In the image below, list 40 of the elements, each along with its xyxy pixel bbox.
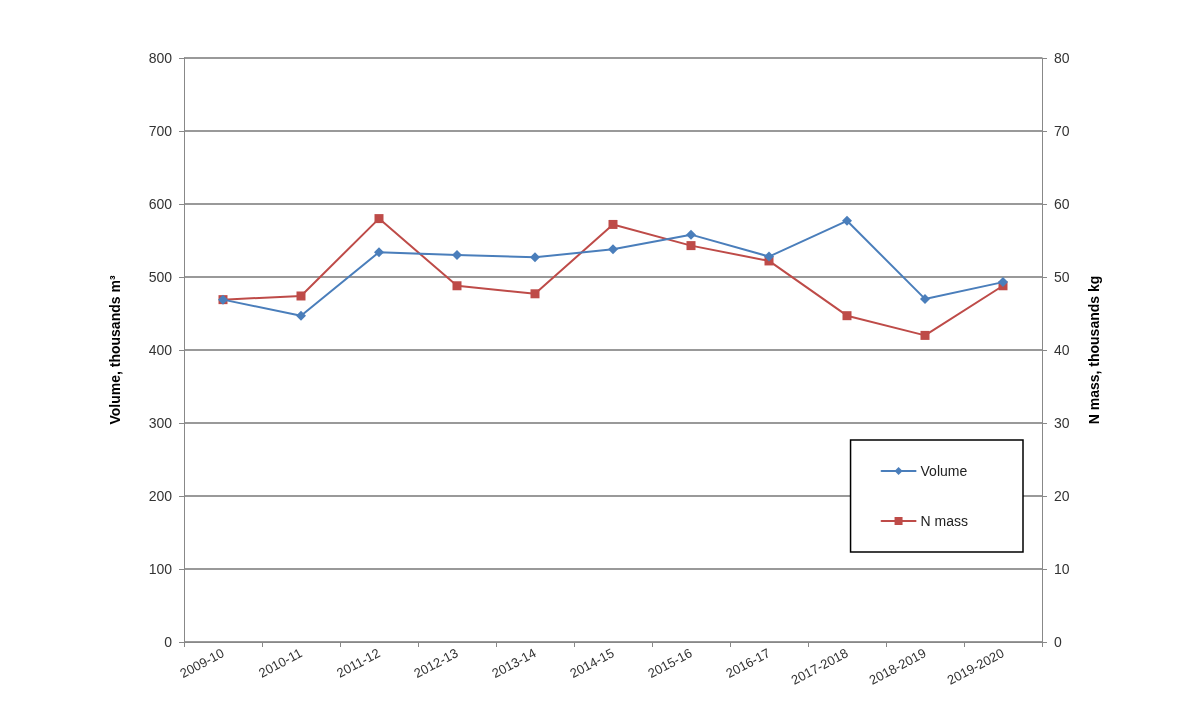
y2-tick-label: 20: [1054, 488, 1070, 504]
y-tick-label: 800: [148, 50, 173, 66]
y2-tick-label: 40: [1054, 342, 1070, 358]
point: [842, 311, 852, 321]
point: [686, 229, 696, 240]
y-axis-title: Volume, thousands m³: [107, 275, 123, 425]
point: [452, 250, 462, 261]
point: [296, 310, 306, 321]
point: [842, 215, 852, 226]
point: [530, 252, 540, 263]
y2-axis-title: N mass, thousands kg: [1086, 275, 1102, 425]
y2-tick-label: 0: [1054, 634, 1062, 650]
point: [452, 281, 462, 291]
y2-tick-label: 10: [1054, 561, 1070, 577]
y-tick-label: 100: [148, 561, 173, 577]
y-tick-label: 600: [148, 196, 173, 212]
y2-tick-label: 80: [1054, 50, 1070, 66]
y2-tick-label: 30: [1054, 415, 1070, 431]
y2-tick-label: 60: [1054, 196, 1070, 212]
y-tick-label: 0: [164, 634, 173, 650]
point: [296, 291, 306, 301]
y-tick-label: 200: [148, 488, 173, 504]
point: [764, 251, 774, 262]
y2-tick-label: 50: [1054, 269, 1070, 285]
point: [998, 277, 1008, 288]
y-tick-label: 400: [148, 342, 173, 358]
point: [920, 293, 930, 304]
y-tick-label: 300: [148, 415, 173, 431]
point: [530, 289, 540, 299]
point: [920, 330, 930, 340]
legend-label: Volume: [920, 463, 968, 479]
y-tick-label: 500: [148, 269, 173, 285]
point: [374, 247, 384, 258]
point: [686, 241, 696, 251]
y-tick-label: 700: [148, 123, 173, 139]
y2-tick-label: 70: [1054, 123, 1070, 139]
legend-label: N mass: [920, 513, 968, 529]
point: [608, 244, 618, 255]
point: [374, 214, 384, 224]
point: [608, 219, 618, 229]
